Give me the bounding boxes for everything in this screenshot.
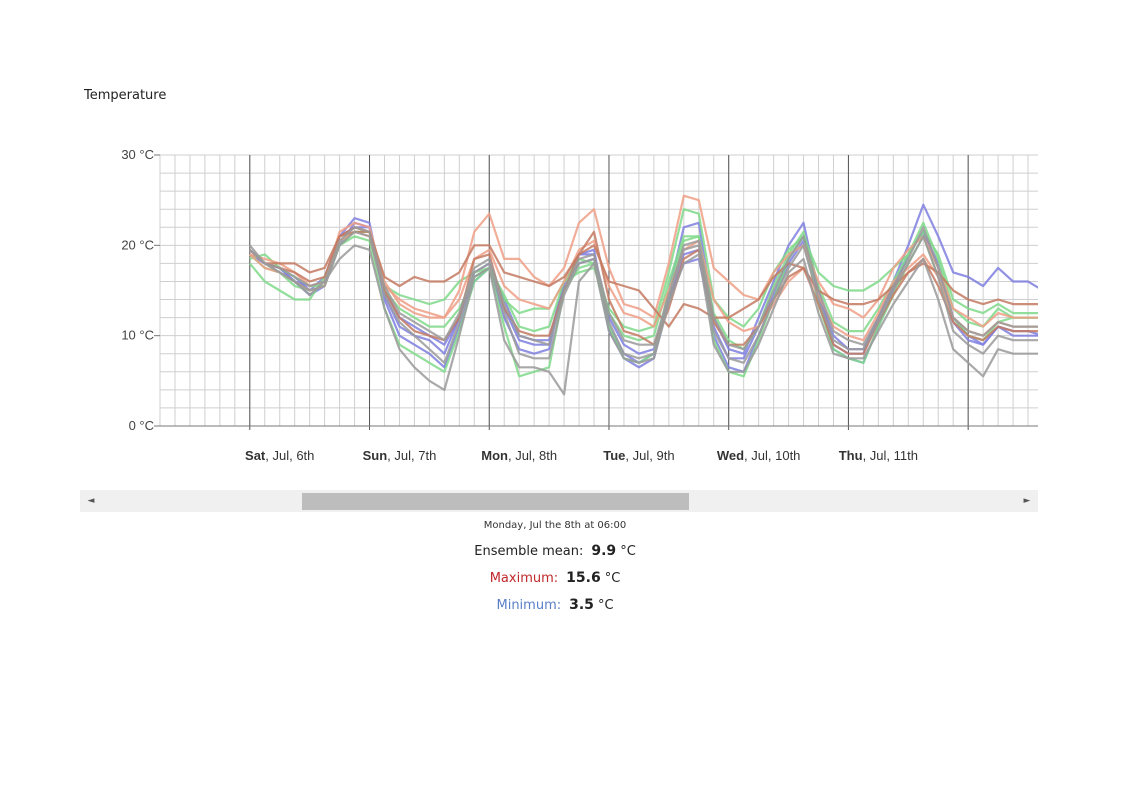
x-tick-label: Sat, Jul, 6th — [245, 448, 314, 463]
chart-series — [248, 194, 1038, 396]
x-tick-date: , Jul, 7th — [387, 448, 436, 463]
tooltip-time: Monday, Jul the 8th at 06:00 — [483, 520, 627, 531]
x-tick-date: , Jul, 8th — [508, 448, 557, 463]
x-tick-date: , Jul, 10th — [744, 448, 800, 463]
x-tick-day: Thu — [839, 448, 863, 463]
tooltip-max: Maximum: 15.6 °C — [380, 570, 730, 586]
x-tick-date: , Jul, 9th — [625, 448, 674, 463]
tooltip-mean: Ensemble mean: 9.9 °C — [380, 543, 730, 559]
y-tick-label: 30 °C — [121, 147, 154, 162]
max-value: 15.6 — [566, 570, 601, 586]
min-unit: °C — [597, 598, 614, 613]
mean-unit: °C — [620, 544, 636, 559]
chart-scrollbar[interactable]: ◄ ► — [80, 490, 1038, 512]
chart-title: Temperature — [84, 88, 167, 103]
x-tick-day: Tue — [603, 448, 625, 463]
y-axis: 0 °C 10 °C 20 °C 30 °C — [121, 147, 160, 433]
series-line-13 — [249, 226, 1038, 351]
x-tick-label: Wed, Jul, 10th — [717, 448, 801, 463]
max-unit: °C — [604, 571, 621, 586]
min-value: 3.5 — [569, 597, 594, 613]
x-tick-label: Sun, Jul, 7th — [363, 448, 437, 463]
x-tick-day: Sat — [245, 448, 266, 463]
y-tick-label: 20 °C — [121, 237, 154, 252]
tooltip-min: Minimum: 3.5 °C — [380, 597, 730, 613]
x-tick-day: Wed — [717, 448, 744, 463]
mean-label: Ensemble mean: — [474, 544, 584, 559]
x-axis: Sat, Jul, 6th Sun, Jul, 7th Mon, Jul, 8th T… — [245, 448, 918, 463]
min-label: Minimum: — [496, 598, 562, 613]
max-label: Maximum: — [489, 571, 559, 586]
x-tick-date: , Jul, 6th — [265, 448, 314, 463]
x-tick-date: , Jul, 11th — [863, 448, 918, 463]
mean-value: 9.9 — [591, 543, 617, 559]
x-tick-label: Thu, Jul, 11th — [839, 448, 918, 463]
series-line-11 — [248, 244, 1038, 396]
x-tick-label: Tue, Jul, 9th — [603, 448, 674, 463]
y-tick-label: 10 °C — [121, 328, 154, 343]
x-tick-day: Sun — [363, 448, 388, 463]
chart-grid — [159, 154, 1038, 430]
x-tick-label: Mon, Jul, 8th — [481, 448, 557, 463]
scroll-right-icon[interactable]: ► — [1023, 496, 1031, 506]
x-tick-day: Mon — [481, 448, 508, 463]
series-line-12 — [249, 230, 1038, 364]
y-tick-label: 0 °C — [129, 418, 154, 433]
scroll-left-icon[interactable]: ◄ — [87, 496, 95, 506]
scroll-thumb[interactable] — [302, 493, 689, 510]
